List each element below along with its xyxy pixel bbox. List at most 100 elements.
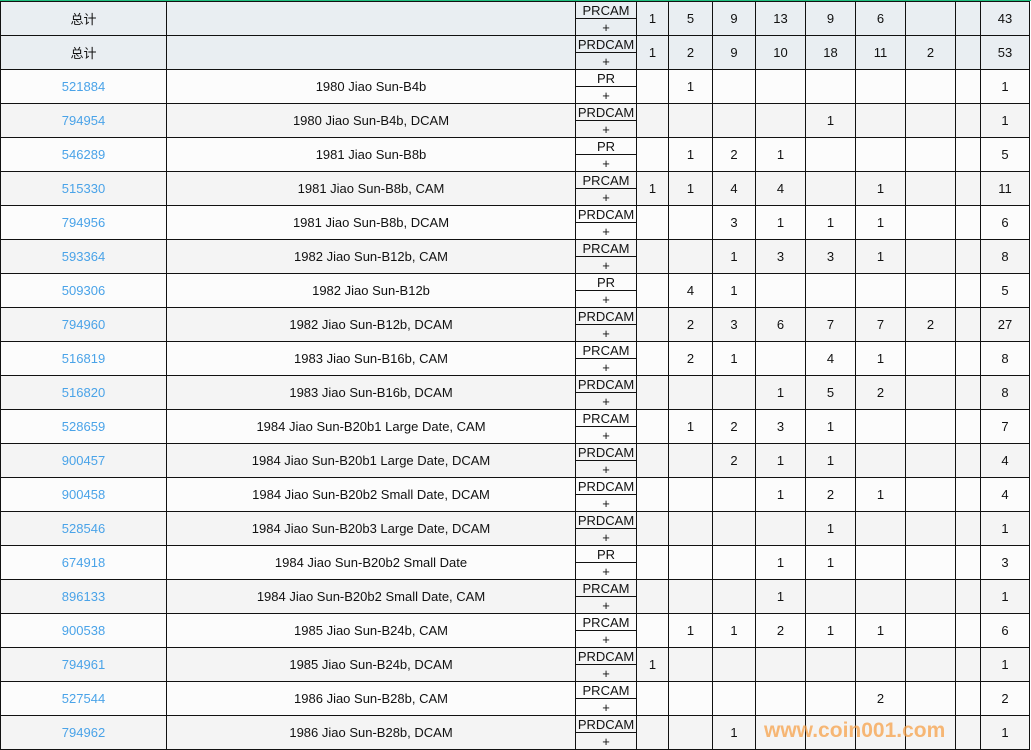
grade-count [636,273,669,308]
expand-plus-button[interactable]: + [602,597,610,613]
expand-plus-button[interactable]: + [602,427,610,443]
grade-count: 1 [712,239,756,274]
expand-plus-button[interactable]: + [602,733,610,749]
coin-id-link[interactable]: 521884 [0,69,167,104]
coin-name: 1981 Jiao Sun-B8b [166,137,576,172]
grade-count: 1 [805,409,856,444]
expand-plus-button[interactable]: + [602,121,610,137]
summary-label: 总计 [0,35,167,70]
coin-id-link[interactable]: 515330 [0,171,167,206]
grade-type-label: PRCAM [576,3,636,19]
grade-count: 1 [855,205,906,240]
grade-count: 9 [805,1,856,36]
table-row: 516820 1983 Jiao Sun-B16b, DCAM PRDCAM +1 5 2… [0,375,1030,410]
coin-id-link[interactable]: 528659 [0,409,167,444]
coin-id-link[interactable]: 900458 [0,477,167,512]
coin-id-link[interactable]: 674918 [0,545,167,580]
grade-count [636,409,669,444]
grade-type-label: PRCAM [576,581,636,597]
grade-type-cell: PRCAM + [575,579,637,614]
coin-id-link[interactable]: 528546 [0,511,167,546]
grade-count: 1 [668,171,713,206]
expand-plus-button[interactable]: + [602,291,610,307]
expand-plus-button[interactable]: + [602,325,610,341]
coin-id-link[interactable]: 900538 [0,613,167,648]
expand-plus-button[interactable]: + [602,631,610,647]
grade-count [955,171,981,206]
grade-count [905,511,956,546]
coin-id-link[interactable]: 516820 [0,375,167,410]
grade-count: 2 [905,35,956,70]
coin-id-link[interactable]: 527544 [0,681,167,716]
expand-plus-button[interactable]: + [602,665,610,681]
grade-count: 1 [805,443,856,478]
table-row: 593364 1982 Jiao Sun-B12b, CAM PRCAM +1 3 3 1 8 [0,239,1030,274]
grade-count: 1 [755,205,806,240]
expand-plus-button[interactable]: + [602,87,610,103]
grade-count [955,239,981,274]
grade-count: 1 [755,545,806,580]
grade-count [668,443,713,478]
grade-count [955,205,981,240]
grade-count [955,375,981,410]
grade-count [905,647,956,682]
expand-plus-button[interactable]: + [602,19,610,35]
grade-count: 18 [805,35,856,70]
total-count: 5 [980,137,1030,172]
expand-plus-button[interactable]: + [602,699,610,715]
grade-count: 3 [755,239,806,274]
coin-name: 1985 Jiao Sun-B24b, CAM [166,613,576,648]
grade-type-label: PRDCAM [576,104,636,121]
total-count: 5 [980,273,1030,308]
grade-count [905,545,956,580]
grade-count: 1 [855,239,906,274]
expand-plus-button[interactable]: + [602,563,610,579]
grade-count: 3 [712,205,756,240]
grade-count [805,647,856,682]
coin-id-link[interactable]: 794960 [0,307,167,342]
expand-plus-button[interactable]: + [602,257,610,273]
coin-id-link[interactable]: 794961 [0,647,167,682]
total-count: 1 [980,511,1030,546]
grade-count: 2 [668,341,713,376]
grade-count [805,273,856,308]
grade-type-cell: PRCAM + [575,341,637,376]
expand-plus-button[interactable]: + [602,393,610,409]
coin-id-link[interactable]: 794962 [0,715,167,750]
grade-count [955,307,981,342]
expand-plus-button[interactable]: + [602,495,610,511]
coin-id-link[interactable]: 516819 [0,341,167,376]
grade-count: 3 [805,239,856,274]
grade-count: 1 [755,375,806,410]
grade-count: 2 [712,409,756,444]
coin-id-link[interactable]: 794956 [0,205,167,240]
grade-count [668,511,713,546]
summary-name-cell [166,1,576,36]
coin-id-link[interactable]: 593364 [0,239,167,274]
coin-id-link[interactable]: 509306 [0,273,167,308]
coin-id-link[interactable]: 546289 [0,137,167,172]
expand-plus-button[interactable]: + [602,529,610,545]
grade-count [955,477,981,512]
grade-type-cell: PRDCAM + [575,103,637,138]
table-row: 521884 1980 Jiao Sun-B4b PR +1 1 [0,69,1030,104]
grade-count: 1 [636,1,669,36]
coin-id-link[interactable]: 900457 [0,443,167,478]
grade-type-cell: PRCAM + [575,171,637,206]
coin-id-link[interactable]: 794954 [0,103,167,138]
expand-plus-button[interactable]: + [602,189,610,205]
grade-count [755,511,806,546]
expand-plus-button[interactable]: + [602,461,610,477]
grade-count [905,375,956,410]
expand-plus-button[interactable]: + [602,359,610,375]
table-row: 794962 1986 Jiao Sun-B28b, DCAM PRDCAM +1 1 [0,715,1030,750]
expand-plus-button[interactable]: + [602,53,610,69]
grade-count: 4 [755,171,806,206]
expand-plus-button[interactable]: + [602,223,610,239]
expand-plus-button[interactable]: + [602,155,610,171]
grade-count [905,477,956,512]
coin-name: 1984 Jiao Sun-B20b2 Small Date [166,545,576,580]
grade-type-cell: PRDCAM + [575,715,637,750]
grade-count [636,545,669,580]
coin-id-link[interactable]: 896133 [0,579,167,614]
